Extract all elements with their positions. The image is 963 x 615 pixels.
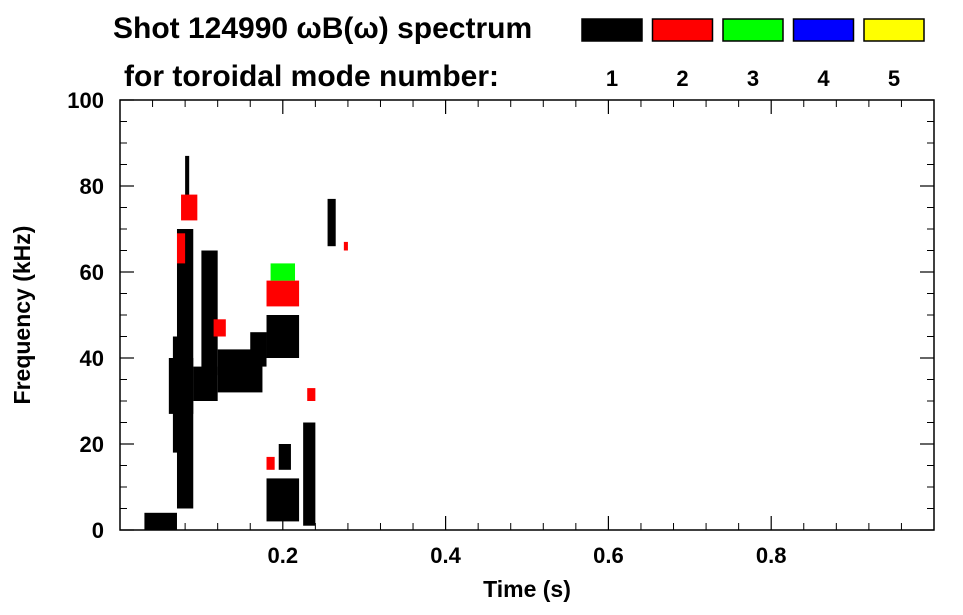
spectrum-region-mode-1 — [144, 512, 177, 530]
x-tick-label: 0.4 — [430, 543, 461, 568]
spectrum-region-mode-2 — [266, 456, 275, 470]
x-axis-label: Time (s) — [483, 576, 571, 602]
x-tick-label: 0.8 — [756, 543, 787, 568]
spectrum-region-mode-3 — [270, 263, 296, 281]
legend-label-mode-2: 2 — [676, 66, 688, 91]
chart-title-line2: for toroidal mode number: — [124, 60, 499, 93]
legend-swatch-mode-3 — [722, 18, 784, 42]
legend: 1 2 3 4 5 — [581, 18, 925, 91]
axis-ticks: 0.2 0.4 0.6 0.8 0 20 40 60 80 100 — [67, 88, 934, 568]
legend-swatch-mode-1 — [581, 18, 643, 42]
spectrum-region-mode-1 — [278, 444, 291, 470]
legend-label-mode-1: 1 — [606, 66, 618, 91]
y-tick-label: 40 — [80, 346, 104, 371]
y-tick-label: 0 — [92, 518, 104, 543]
legend-swatch-mode-4 — [792, 18, 855, 42]
spectrum-region-mode-2 — [176, 233, 186, 264]
spectrum-region-mode-1 — [185, 155, 190, 204]
spectrum-region-mode-2 — [213, 319, 226, 337]
legend-swatch-mode-2 — [651, 18, 714, 42]
y-tick-label: 20 — [80, 432, 104, 457]
spectrum-region-mode-2 — [266, 280, 300, 307]
spectrum-region-mode-1 — [266, 478, 300, 522]
chart-title-line1: Shot 124990 ωB(ω) spectrum — [113, 12, 532, 45]
y-axis-label: Frequency (kHz) — [9, 226, 35, 405]
spectrum-region-mode-2 — [307, 388, 316, 401]
x-tick-label: 0.2 — [268, 543, 299, 568]
spectrum-region-mode-2 — [181, 194, 198, 221]
spectrum-region-mode-1 — [266, 315, 300, 358]
y-tick-label: 100 — [67, 88, 104, 113]
spectrum-region-mode-1 — [303, 422, 316, 526]
legend-label-mode-4: 4 — [817, 66, 830, 91]
spectrum-regions — [144, 155, 348, 530]
spectrum-region-mode-2 — [343, 241, 348, 251]
spectrum-region-mode-1 — [327, 198, 336, 247]
plot-frame — [119, 99, 935, 531]
legend-label-mode-3: 3 — [747, 66, 759, 91]
y-tick-label: 80 — [80, 174, 104, 199]
x-tick-label: 0.6 — [593, 543, 624, 568]
y-tick-label: 60 — [80, 260, 104, 285]
spectrum-region-mode-1 — [176, 229, 194, 509]
spectrum-region-mode-1 — [201, 250, 218, 376]
spectrum-region-mode-1 — [250, 332, 267, 367]
legend-label-mode-5: 5 — [888, 66, 900, 91]
legend-swatch-mode-5 — [863, 18, 925, 42]
